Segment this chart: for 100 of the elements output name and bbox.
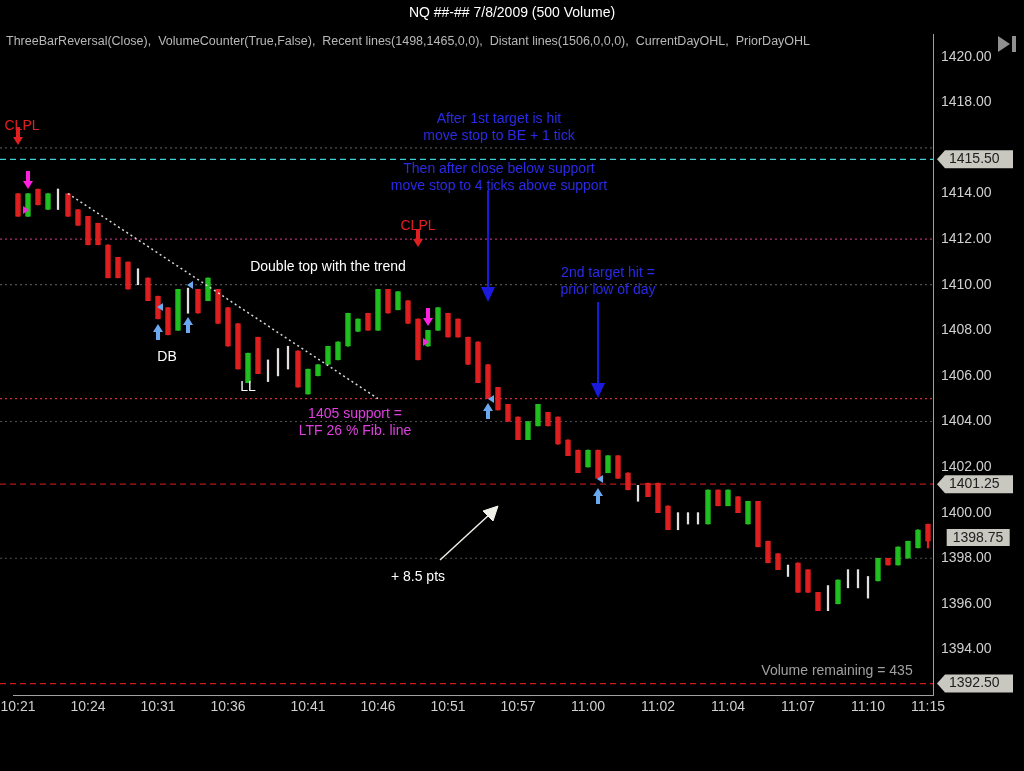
y-tick-label: 1412.00 [941,230,992,246]
candlestick [445,312,451,338]
y-tick-label: 1394.00 [941,640,992,657]
candlestick [645,482,651,498]
y-tick-label: 1402.00 [941,457,992,474]
candlestick [725,489,731,507]
candlestick [625,472,631,491]
candlestick [65,193,71,217]
y-tick-label: 1420.00 [941,47,992,64]
y-tick-label: 1410.00 [941,275,992,292]
x-tick-label: 10:24 [70,698,106,715]
candlestick [925,523,931,549]
candlestick [775,553,781,570]
annotation: Volume remaining = 435 [761,662,913,679]
candlestick [85,216,91,246]
candlestick [475,341,481,384]
y-tick-label: 1418.00 [941,93,992,110]
candlestick [875,557,881,582]
x-tick-label: 10:36 [210,698,246,715]
candlestick [45,193,51,210]
candlestick [435,307,441,331]
candlestick [545,412,551,427]
candlestick [235,323,241,370]
y-tick-label: 1400.00 [941,503,992,520]
y-tick-label: 1396.00 [941,594,992,611]
candlestick [425,329,431,347]
candlestick [355,318,361,332]
x-tick-label: 11:02 [641,698,676,715]
candlestick [115,257,121,279]
candlestick [415,318,421,361]
x-tick-label: 10:46 [360,698,396,715]
annotation: Double top with the trend [250,258,406,275]
candlestick [575,449,581,474]
y-tick-label: 1398.00 [941,549,992,566]
candlestick [755,500,761,548]
candlestick [165,307,171,336]
candlestick [815,592,821,611]
candlestick [145,277,151,302]
candlestick [535,404,541,427]
x-tick-label: 10:31 [140,698,176,715]
candlestick [605,455,611,474]
candlestick [915,529,921,549]
candlestick [565,439,571,456]
candlestick [295,350,301,388]
candlestick [25,193,31,217]
candlestick [525,421,531,441]
annotation: After 1st target is hit move stop to BE + 1 tick [423,110,575,144]
candlestick [405,300,411,324]
candlestick [826,585,830,611]
candlestick [315,364,321,377]
candlestick [195,288,201,314]
candlestick [615,455,621,479]
ref-line-label: 1415.50 [949,150,1000,167]
candlestick [335,341,341,361]
candlestick [805,569,811,593]
candlestick [175,288,181,331]
candlestick [665,505,671,531]
candlestick [455,318,461,338]
x-tick-label: 10:51 [430,698,466,715]
candlestick [465,336,471,365]
candlestick [905,540,911,559]
candlestick [105,244,111,279]
candlestick [125,261,131,290]
x-tick-label: 10:57 [500,698,536,715]
x-tick-label: 11:04 [711,698,746,715]
candlestick [585,449,591,468]
candlestick [795,562,801,593]
annotation: + 8.5 pts [390,568,446,585]
annotation: DB [157,348,177,365]
x-tick-label: 11:10 [851,698,886,715]
x-tick-label: 11:00 [571,698,606,715]
candlestick [705,489,711,525]
candlestick [765,540,771,564]
candlestick [325,345,331,365]
x-tick-label: 11:07 [781,698,816,715]
candlestick [495,386,501,411]
y-tick-label: 1414.00 [941,184,992,201]
candlestick [655,482,661,513]
candlestick [485,364,491,400]
candlestick [555,416,561,445]
ref-line-label: 1401.25 [949,475,1000,492]
candlestick [715,489,721,507]
candlestick [35,188,41,206]
candlestick [225,307,231,347]
x-tick-label: 11:15 [911,698,946,715]
y-tick-label: 1404.00 [941,412,992,429]
candlestick [835,579,841,605]
chart-subtitle: ThreeBarReversal(Close), VolumeCounter(True,False), Recent lines(1498,1465,0,0), Distant lines(1506,0,0,0), CurrentDayOHL, PriorDayOHL [6,34,811,48]
candlestick [735,496,741,513]
candlestick [515,416,521,441]
x-tick-label: 10:21 [0,698,36,715]
y-tick-label: 1406.00 [941,366,992,383]
candlestick [345,312,351,347]
candlestick [15,193,21,217]
annotation: 1405 support = LTF 26 % Fib. line [298,405,412,439]
text: 1398.75 [946,529,1010,546]
candlestick [255,336,261,374]
candlestick [95,222,101,246]
candlestick [75,209,81,226]
candlestick [365,312,371,331]
